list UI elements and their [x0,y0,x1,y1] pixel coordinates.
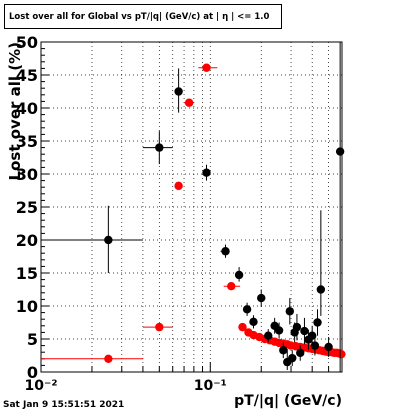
y-tick-label: 15 [16,264,38,283]
data-point [335,147,345,156]
y-tick-label: 30 [16,165,38,184]
data-point [238,322,247,332]
data-point [202,168,211,177]
data-point [274,326,284,335]
y-tick-label: 50 [16,33,38,52]
x-tick-label: 10⁻¹ [194,378,227,394]
y-tick-label: 20 [16,231,38,250]
data-point [316,285,326,294]
chart-title: Lost over all for Global vs pT/|q| (GeV/… [4,4,282,29]
data-point [292,322,302,332]
data-point [227,282,236,291]
data-point [155,143,164,152]
data-point [285,307,295,316]
data-point [300,326,309,336]
x-tick-label: 10⁻² [24,378,57,394]
y-tick-label: 25 [16,198,38,217]
data-point [324,342,333,352]
data-point [288,353,297,363]
data-point [234,270,244,280]
data-point [313,318,322,327]
data-point [242,305,252,314]
data-point [155,322,164,332]
data-point [202,63,211,72]
y-axis-title: Lost over all (%) [6,42,24,180]
y-tick-label: 45 [16,66,38,85]
y-tick-label: 35 [16,132,38,151]
data-point [264,331,273,340]
y-tick-label: 40 [16,99,38,118]
data-point [174,87,183,96]
y-tick-label: 10 [16,297,38,316]
data-point [296,348,305,358]
data-point [249,317,258,327]
data-point [337,349,346,359]
y-tick-label: 5 [27,330,38,349]
timestamp: Sat Jan 9 15:51:51 2021 [3,400,125,410]
y-tick-label: 0 [27,363,38,382]
data-point [257,293,266,303]
data-point [174,181,183,191]
data-point [104,354,113,363]
data-point [279,346,288,355]
data-point [184,98,194,107]
data-point [104,235,113,245]
x-axis-title: pT/|q| (GeV/c) [234,393,342,409]
data-point [310,341,320,350]
data-point [221,247,230,256]
data-point [307,331,317,340]
